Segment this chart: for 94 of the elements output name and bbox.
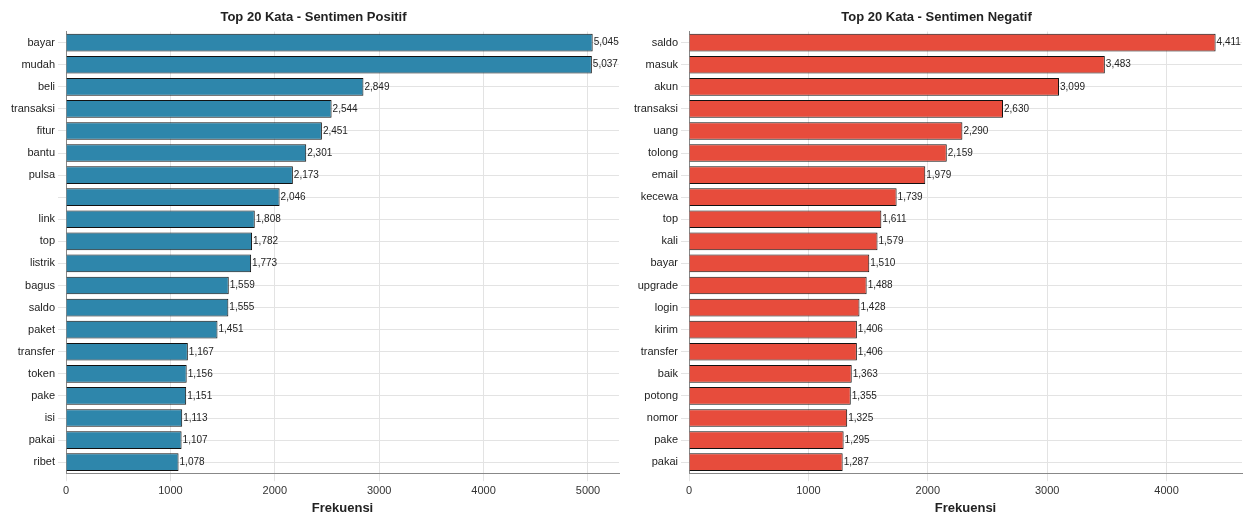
data-label: 1,739: [897, 190, 924, 202]
y-tick-label: transfer: [17, 344, 56, 357]
data-label: 2,544: [332, 102, 359, 114]
y-tick-label: kali: [661, 234, 679, 247]
data-label: 1,488: [867, 279, 894, 291]
data-label: 1,295: [844, 433, 871, 445]
x-axis-title: Frekuensi: [311, 499, 374, 515]
x-tick-label: 0: [62, 483, 70, 496]
data-label: 2,630: [1003, 102, 1030, 114]
data-label: 1,113: [183, 411, 208, 423]
data-label: 5,045: [593, 36, 620, 48]
data-label: 1,078: [179, 455, 206, 467]
chart-title: Top 20 Kata - Sentimen Negatif: [841, 9, 1033, 25]
y-tick-label: pake: [654, 433, 679, 446]
x-tick-label: 1000: [158, 483, 183, 496]
data-label: 1,451: [218, 323, 244, 335]
data-label: 1,156: [187, 367, 214, 379]
y-tick-label: transfer: [640, 344, 679, 357]
y-tick-label: isi: [44, 411, 56, 424]
data-label: 1,428: [860, 301, 886, 313]
data-label: 1,579: [878, 235, 904, 247]
data-label: 1,406: [857, 345, 884, 357]
x-tick-label: 4000: [1154, 483, 1179, 496]
y-tick-label: link: [38, 212, 56, 225]
y-tick-label: beli: [37, 79, 56, 92]
x-tick-label: 2000: [915, 483, 941, 496]
y-tick-label: email: [651, 168, 679, 181]
y-tick-label: bantu: [27, 146, 56, 159]
y-tick-label: token: [28, 366, 56, 379]
y-tick-label: masuk: [645, 57, 679, 70]
y-tick-label: akun: [654, 79, 679, 92]
y-tick-label: top: [39, 234, 56, 247]
y-tick-label: login: [654, 300, 679, 313]
data-label: 1,167: [188, 345, 215, 357]
data-label: 1,363: [852, 367, 879, 379]
data-label: 3,483: [1105, 58, 1132, 70]
y-tick-label: pakai: [28, 433, 56, 446]
data-label: 1,773: [252, 257, 278, 269]
data-label: 1,151: [187, 389, 213, 401]
y-tick-label: bayar: [27, 35, 56, 48]
y-tick-label: bayar: [650, 256, 679, 269]
data-label: 1,979: [926, 168, 952, 180]
y-tick-label: pulsa: [28, 168, 56, 181]
y-tick-label: tolong: [648, 146, 679, 159]
y-tick-label: upgrade: [637, 278, 679, 291]
y-tick-label: kecewa: [640, 190, 679, 203]
data-label: 2,159: [947, 146, 974, 158]
data-label: 2,849: [364, 80, 390, 92]
y-tick-label: saldo: [28, 300, 56, 313]
y-tick-label: uang: [653, 123, 679, 136]
x-tick-label: 4000: [471, 483, 496, 496]
x-axis-title: Frekuensi: [934, 499, 997, 515]
data-label: 2,046: [280, 190, 307, 202]
x-tick-label: 1000: [796, 483, 821, 496]
y-tick-label: transaksi: [633, 101, 679, 114]
y-tick-label: top: [662, 212, 679, 225]
data-label: 1,611: [882, 213, 908, 225]
chart-title: Top 20 Kata - Sentimen Positif: [220, 9, 408, 25]
x-tick-label: 2000: [262, 483, 288, 496]
data-label: 3,099: [1059, 80, 1086, 92]
y-tick-label: kirim: [654, 322, 679, 335]
data-label: 1,287: [843, 455, 870, 467]
y-tick-label: listrik: [29, 256, 56, 269]
data-label: 2,451: [322, 124, 349, 136]
y-tick-label: saldo: [651, 35, 679, 48]
x-tick-label: 5000: [575, 483, 601, 496]
data-label: 1,355: [851, 389, 878, 401]
x-tick-label: 3000: [366, 483, 392, 496]
y-tick-label: nomor: [646, 411, 679, 424]
y-tick-label: paket: [28, 322, 56, 335]
data-label: 1,555: [229, 301, 255, 313]
data-label: 1,559: [229, 279, 256, 291]
data-label: 1,406: [857, 323, 884, 335]
y-tick-label: pakai: [651, 455, 679, 468]
y-tick-label: potong: [644, 388, 679, 401]
y-tick-label: pake: [31, 388, 56, 401]
data-label: 2,290: [963, 124, 989, 136]
data-label: 2,173: [293, 168, 320, 180]
y-tick-label: fitur: [36, 123, 56, 136]
y-tick-label: baik: [657, 366, 679, 379]
y-tick-label: transaksi: [10, 101, 56, 114]
data-label: 1,325: [848, 411, 874, 423]
data-label: 4,411: [1216, 36, 1242, 48]
data-label: 1,510: [870, 257, 896, 269]
data-label: 1,808: [255, 213, 282, 225]
data-label: 5,037: [592, 58, 619, 70]
y-tick-label: ribet: [33, 455, 56, 468]
x-tick-label: 0: [685, 483, 693, 496]
y-tick-label: mudah: [21, 57, 56, 70]
data-label: 1,107: [182, 433, 209, 445]
x-tick-label: 3000: [1034, 483, 1060, 496]
y-tick-label: bagus: [25, 278, 56, 291]
data-label: 2,301: [307, 146, 333, 158]
data-label: 1,782: [253, 235, 279, 247]
